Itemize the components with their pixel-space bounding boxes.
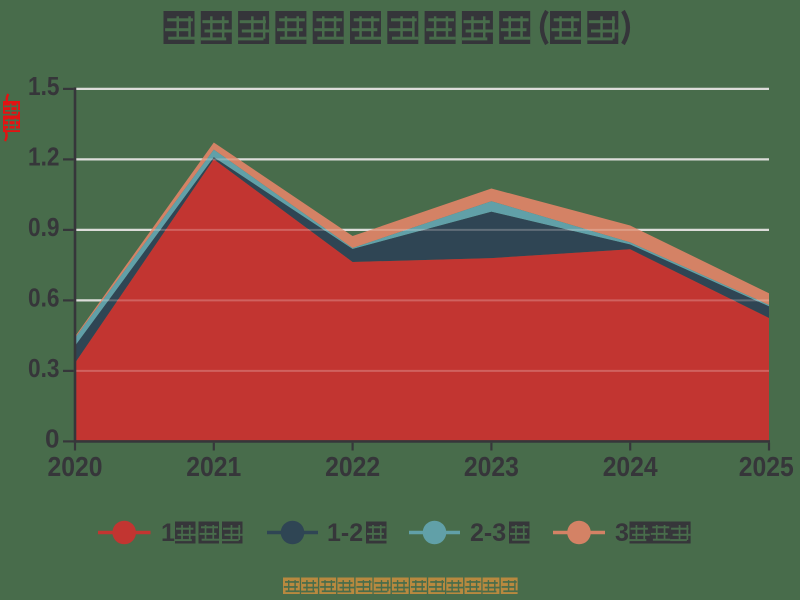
svg-text:0.6: 0.6 bbox=[28, 282, 60, 312]
svg-text:0.9: 0.9 bbox=[28, 212, 60, 242]
svg-text:2020: 2020 bbox=[48, 451, 103, 482]
svg-text:2-3: 2-3 bbox=[470, 519, 506, 547]
svg-text:2024: 2024 bbox=[603, 451, 658, 482]
svg-text:2022: 2022 bbox=[325, 451, 380, 482]
svg-text:2025: 2025 bbox=[739, 451, 794, 482]
svg-text:0: 0 bbox=[45, 423, 59, 453]
svg-text:1.5: 1.5 bbox=[28, 71, 60, 101]
svg-text:3: 3 bbox=[615, 519, 629, 547]
svg-text:2021: 2021 bbox=[186, 451, 241, 482]
svg-text:2023: 2023 bbox=[464, 451, 519, 482]
svg-text:1.2: 1.2 bbox=[28, 141, 60, 171]
svg-text:0.3: 0.3 bbox=[28, 353, 60, 383]
svg-text:1-2: 1-2 bbox=[327, 519, 363, 547]
svg-text:1: 1 bbox=[161, 519, 175, 547]
